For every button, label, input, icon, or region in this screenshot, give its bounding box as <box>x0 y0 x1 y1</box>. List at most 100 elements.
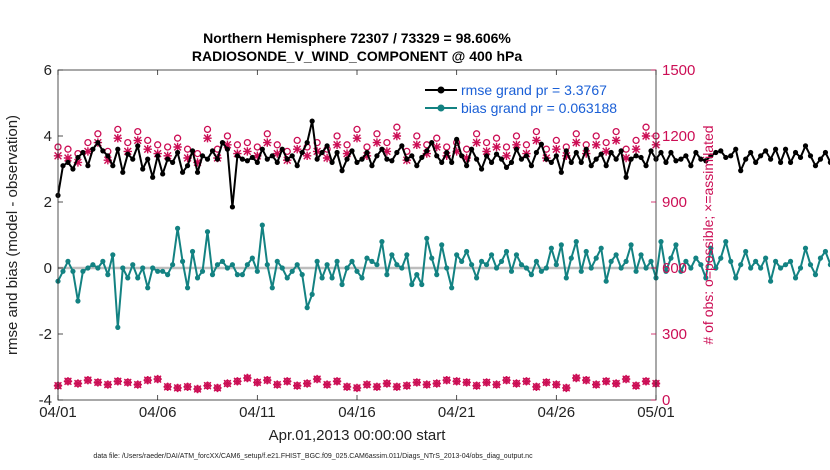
rmse-point <box>548 159 554 165</box>
rmse-point <box>344 156 350 162</box>
chart-subtitle: RADIOSONDE_V_WIND_COMPONENT @ 400 hPa <box>192 48 522 64</box>
bias-point <box>673 242 679 248</box>
bias-point <box>324 262 330 268</box>
obs-assimilated-marker <box>352 134 362 143</box>
rmse-point <box>668 149 674 156</box>
bias-point <box>209 272 216 278</box>
rmse-point <box>239 156 245 162</box>
x-tick-label: 04/01 <box>39 404 77 421</box>
rmse-point <box>175 149 181 156</box>
obs-possible-marker <box>144 136 152 145</box>
rmse-point <box>543 156 549 162</box>
rmse-point <box>160 171 166 177</box>
bias-point <box>583 248 589 255</box>
bias-point <box>449 285 455 291</box>
bias-point <box>80 268 86 274</box>
rmse-point <box>309 118 315 124</box>
rmse-point <box>284 156 290 162</box>
rmse-point <box>603 163 609 169</box>
bias-point <box>703 275 709 281</box>
obs-possible-marker <box>253 143 261 151</box>
obs-assimilated-marker <box>592 140 601 149</box>
y-right-tick-label: 900 <box>662 194 687 211</box>
rmse-point <box>469 146 475 152</box>
rmse-point <box>269 153 275 159</box>
rmse-point <box>359 156 365 162</box>
bias-point <box>95 265 101 271</box>
rmse-point <box>319 149 325 156</box>
obs-possible-marker <box>233 141 242 149</box>
rmse-point <box>354 159 360 165</box>
rmse-point <box>633 153 639 159</box>
rmse-point <box>593 156 599 162</box>
bias-point <box>140 265 146 271</box>
obs-possible-marker <box>393 123 401 131</box>
obs-assimilated-marker <box>472 138 481 147</box>
bias-point <box>454 252 460 258</box>
rmse-point <box>329 159 335 165</box>
obs-low-assimilated-marker <box>412 378 421 387</box>
rmse-point <box>279 146 285 152</box>
obs-assimilated-marker <box>562 151 571 160</box>
rmse-point <box>404 156 410 162</box>
obs-possible-marker <box>84 138 92 147</box>
rmse-point <box>758 153 764 159</box>
bias-point <box>459 258 465 264</box>
rmse-point <box>623 174 629 180</box>
rmse-point <box>478 166 485 172</box>
obs-low-assimilated-marker <box>592 380 601 389</box>
rmse-point <box>419 154 425 161</box>
rmse-point <box>184 163 191 169</box>
obs-low-assimilated-marker <box>93 378 103 387</box>
rmse-point <box>214 156 221 162</box>
bias-point <box>708 245 714 251</box>
bias-point <box>723 239 729 245</box>
rmse-point <box>797 154 804 161</box>
obs-low-assimilated-marker <box>352 383 362 393</box>
bias-point <box>389 252 395 258</box>
obs-possible-marker <box>333 132 341 140</box>
obs-low-assimilated-marker <box>372 382 382 391</box>
legend: rmse grand pr = 3.3767 bias grand pr = 0… <box>422 79 650 119</box>
rmse-point <box>65 159 71 165</box>
rmse-point <box>827 159 830 165</box>
bias-point <box>807 262 814 268</box>
bias-point <box>224 265 231 271</box>
obs-assimilated-marker <box>73 158 83 167</box>
x-tick-label: 04/21 <box>438 404 476 421</box>
rmse-point <box>618 148 624 154</box>
obs-low-assimilated-marker <box>382 379 392 388</box>
rmse-point <box>528 163 535 169</box>
bias-point <box>638 252 644 258</box>
bias-point <box>768 278 774 284</box>
rmse-point <box>513 146 520 152</box>
obs-low-assimilated-marker <box>203 381 212 390</box>
obs-low-assimilated-marker <box>601 377 611 386</box>
rmse-point <box>189 148 196 154</box>
rmse-point <box>274 159 280 165</box>
bias-point <box>538 268 544 274</box>
obs-assimilated-marker <box>332 140 342 149</box>
obs-assimilated-marker <box>432 142 441 152</box>
rmse-point <box>334 149 340 156</box>
obs-possible-marker <box>373 130 381 138</box>
rmse-point <box>608 149 614 156</box>
rmse-point <box>429 140 435 146</box>
bias-point <box>777 265 784 271</box>
bias-point <box>683 258 689 264</box>
bias-point <box>204 229 211 235</box>
bias-point <box>563 275 569 281</box>
x-tick-label: 04/26 <box>538 404 576 421</box>
rmse-point <box>294 163 300 169</box>
bias-point <box>259 222 265 228</box>
y-right-tick-label: 1200 <box>662 128 695 145</box>
obs-low-assimilated-marker <box>422 380 431 389</box>
obs-low-assimilated-marker <box>233 377 242 386</box>
rmse-point <box>538 141 544 147</box>
obs-possible-marker <box>163 143 172 151</box>
bias-point <box>394 262 400 268</box>
bias-point <box>503 248 510 255</box>
rmse-point <box>563 148 569 154</box>
obs-assimilated-marker <box>502 151 511 160</box>
bias-point <box>693 255 699 261</box>
